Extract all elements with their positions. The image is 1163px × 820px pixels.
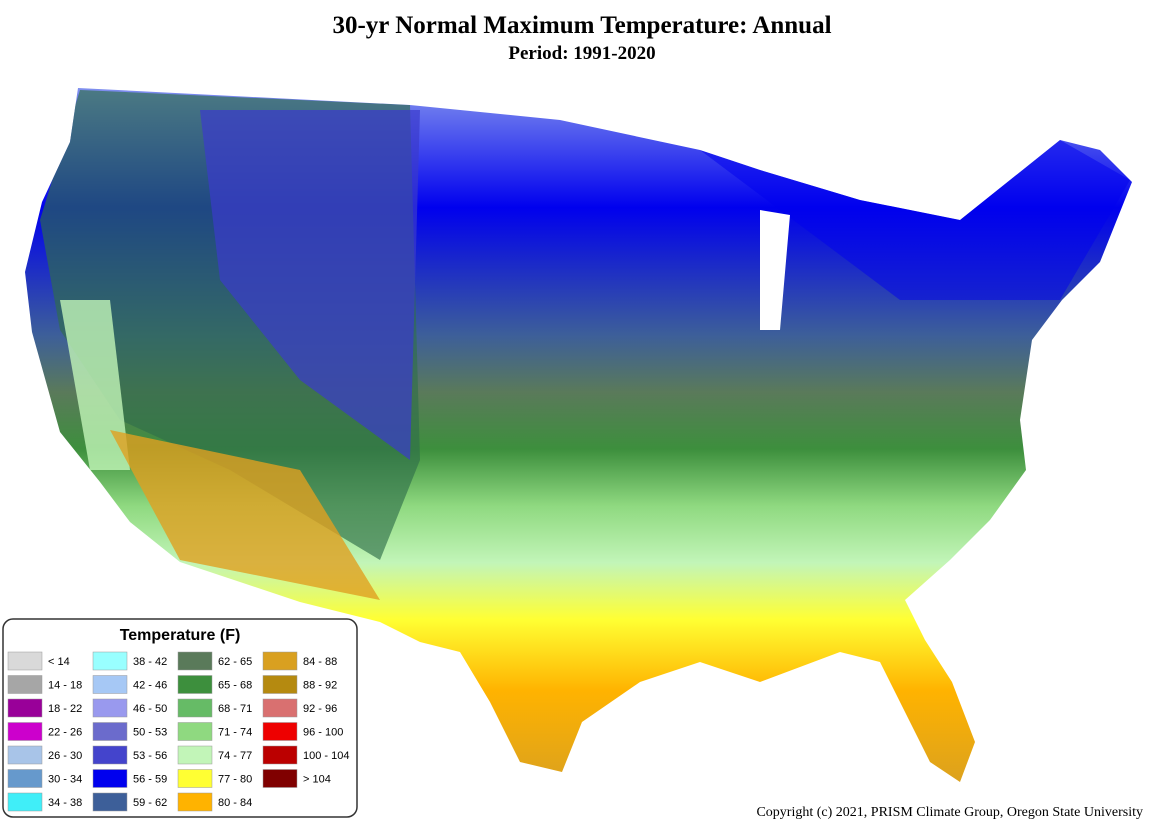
- legend-label: 53 - 56: [133, 750, 167, 762]
- legend-label: 84 - 88: [303, 656, 337, 668]
- legend-label: 96 - 100: [303, 727, 343, 739]
- legend-label: 34 - 38: [48, 797, 82, 809]
- legend-swatch: [177, 745, 213, 765]
- legend-swatch: [92, 675, 128, 694]
- legend-title: Temperature (F): [120, 627, 241, 644]
- legend-swatch: [92, 745, 128, 765]
- legend-swatch: [177, 722, 213, 741]
- legend-swatch: [7, 745, 43, 765]
- legend-swatch: [92, 651, 128, 671]
- legend-swatch: [177, 675, 213, 694]
- legend-swatch: [92, 792, 128, 812]
- copyright: Copyright (c) 2021, PRISM Climate Group,…: [756, 805, 1143, 820]
- legend-swatch: [262, 651, 298, 671]
- legend-label: 18 - 22: [48, 703, 82, 715]
- legend-label: > 104: [303, 774, 331, 786]
- legend-label: 30 - 34: [48, 774, 82, 786]
- legend-swatch: [177, 651, 213, 671]
- legend-label: 88 - 92: [303, 680, 337, 692]
- legend-swatch: [7, 675, 43, 694]
- legend-swatch: [7, 698, 43, 718]
- legend-swatch: [262, 698, 298, 718]
- legend-label: 68 - 71: [218, 703, 252, 715]
- legend-label: 71 - 74: [218, 727, 252, 739]
- legend-label: 74 - 77: [218, 750, 252, 762]
- legend-swatch: [262, 722, 298, 741]
- legend-swatch: [177, 769, 213, 788]
- legend-swatch: [177, 792, 213, 812]
- map-title: 30-yr Normal Maximum Temperature: Annual: [332, 12, 831, 39]
- legend-label: 26 - 30: [48, 750, 82, 762]
- legend-label: 80 - 84: [218, 797, 252, 809]
- legend-swatch: [7, 792, 43, 812]
- legend-swatch: [262, 745, 298, 765]
- legend-swatch: [177, 698, 213, 718]
- legend: Temperature (F) < 14 14 - 18 18 - 22 22 - 2…: [2, 618, 358, 818]
- legend-label: 22 - 26: [48, 727, 82, 739]
- legend-label: 46 - 50: [133, 703, 167, 715]
- legend-label: 14 - 18: [48, 680, 82, 692]
- legend-label: 77 - 80: [218, 774, 252, 786]
- legend-swatch: [262, 769, 298, 788]
- legend-swatch: [92, 698, 128, 718]
- legend-swatch: [7, 722, 43, 741]
- legend-swatch: [7, 769, 43, 788]
- legend-swatch: [92, 769, 128, 788]
- map-subtitle: Period: 1991-2020: [508, 43, 655, 64]
- legend-swatch: [92, 722, 128, 741]
- legend-label: 50 - 53: [133, 727, 167, 739]
- legend-label: 56 - 59: [133, 774, 167, 786]
- legend-label: 92 - 96: [303, 703, 337, 715]
- legend-label: 38 - 42: [133, 656, 167, 668]
- legend-label: < 14: [48, 656, 70, 668]
- legend-label: 62 - 65: [218, 656, 252, 668]
- legend-swatch: [7, 651, 43, 671]
- legend-label: 100 - 104: [303, 750, 349, 762]
- legend-label: 42 - 46: [133, 680, 167, 692]
- legend-swatch: [262, 675, 298, 694]
- legend-label: 65 - 68: [218, 680, 252, 692]
- legend-label: 59 - 62: [133, 797, 167, 809]
